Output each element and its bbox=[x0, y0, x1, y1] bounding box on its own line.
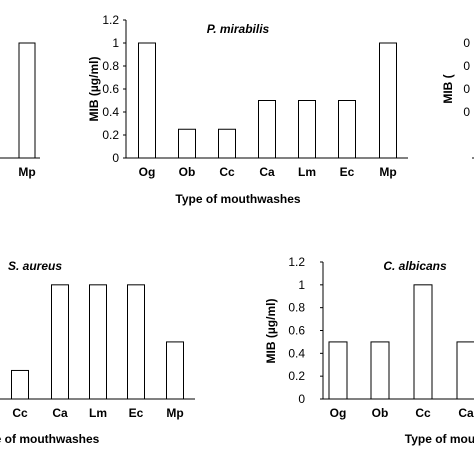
chart-title: S. aureus bbox=[8, 259, 62, 273]
y-tick-label: 0.8 bbox=[102, 59, 119, 73]
bar-ec bbox=[127, 284, 145, 400]
bar-mp bbox=[166, 341, 184, 400]
chart-top-center: 0 0.2 0.4 0.6 0.8 1 1.2 Og Ob Cc Ca Lm Ec Mp P. mirabi… bbox=[87, 13, 408, 206]
y-tick-label: 0.4 bbox=[288, 346, 305, 360]
category-label: Ob bbox=[179, 165, 196, 179]
category-label: Ec bbox=[340, 165, 355, 179]
category-label: Ec bbox=[129, 406, 144, 420]
y-tick-label: 0 bbox=[298, 392, 305, 406]
bar-ca bbox=[51, 284, 69, 400]
y-tick-label: 0.2 bbox=[102, 128, 119, 142]
y-tick-label: 0 bbox=[463, 82, 470, 96]
y-axis-label: MIB ( bbox=[441, 74, 455, 103]
bar-og bbox=[138, 42, 156, 159]
y-tick-label: 0.2 bbox=[288, 369, 305, 383]
x-axis-label: Type of mouthwashes bbox=[175, 192, 300, 206]
chart-top-right: 0 0 0 0 MIB ( bbox=[441, 36, 474, 159]
y-tick-label: 1 bbox=[298, 278, 305, 292]
chart-top-left: Mp bbox=[0, 42, 40, 179]
category-label: Og bbox=[139, 165, 156, 179]
bar-og bbox=[328, 341, 348, 400]
category-label: Cc bbox=[415, 406, 431, 420]
category-label: Cc bbox=[12, 406, 28, 420]
category-label: Ob bbox=[372, 406, 389, 420]
y-tick-label: 0 bbox=[463, 59, 470, 73]
bar-mp bbox=[379, 42, 397, 159]
chart-title: P. mirabilis bbox=[207, 22, 270, 36]
chart-title: C. albicans bbox=[383, 259, 447, 273]
category-label: Og bbox=[330, 406, 347, 420]
y-tick-label: 1.2 bbox=[288, 255, 305, 269]
x-axis-label: Type of mou bbox=[405, 432, 474, 446]
category-label: Lm bbox=[89, 406, 107, 420]
bar-ob bbox=[370, 341, 390, 400]
y-tick-label: 0 bbox=[463, 36, 470, 50]
y-tick-label: 0.6 bbox=[102, 82, 119, 96]
category-label: Mp bbox=[166, 406, 183, 420]
bar-ob bbox=[178, 128, 196, 159]
bar-lm bbox=[89, 284, 107, 400]
y-axis-label: MIB (µg/ml) bbox=[87, 57, 101, 122]
bar-ca bbox=[258, 100, 276, 159]
category-label: Mp bbox=[18, 165, 35, 179]
y-axis-label: MIB (µg/ml) bbox=[264, 299, 278, 364]
y-tick-label: 0.8 bbox=[288, 301, 305, 315]
y-tick-label: 1 bbox=[112, 36, 119, 50]
chart-bottom-left: Cc Ca Lm Ec Mp S. aureus ype of mouthwashes bbox=[0, 259, 195, 446]
bar-cc bbox=[11, 369, 29, 400]
x-axis-label: ype of mouthwashes bbox=[0, 432, 100, 446]
category-label: Ca bbox=[259, 165, 275, 179]
category-label: Mp bbox=[379, 165, 396, 179]
category-label: Lm bbox=[298, 165, 316, 179]
y-tick-label: 0 bbox=[112, 151, 119, 165]
y-tick-label: 1.2 bbox=[102, 13, 119, 27]
y-tick-label: 0 bbox=[463, 105, 470, 119]
category-label: Ca bbox=[52, 406, 68, 420]
bar-cc bbox=[218, 128, 236, 159]
bar-mp bbox=[18, 42, 36, 159]
bar-ca bbox=[456, 341, 474, 400]
y-tick-label: 0.6 bbox=[288, 324, 305, 338]
category-label: Ca bbox=[458, 406, 474, 420]
category-label: Cc bbox=[219, 165, 235, 179]
bar-ec bbox=[338, 100, 356, 159]
chart-bottom-right: 0 0.2 0.4 0.6 0.8 1 1.2 Og Ob Cc Ca C. albicans Type… bbox=[264, 255, 474, 446]
bar-cc bbox=[413, 284, 433, 400]
y-tick-label: 0.4 bbox=[102, 105, 119, 119]
bar-lm bbox=[298, 100, 316, 159]
